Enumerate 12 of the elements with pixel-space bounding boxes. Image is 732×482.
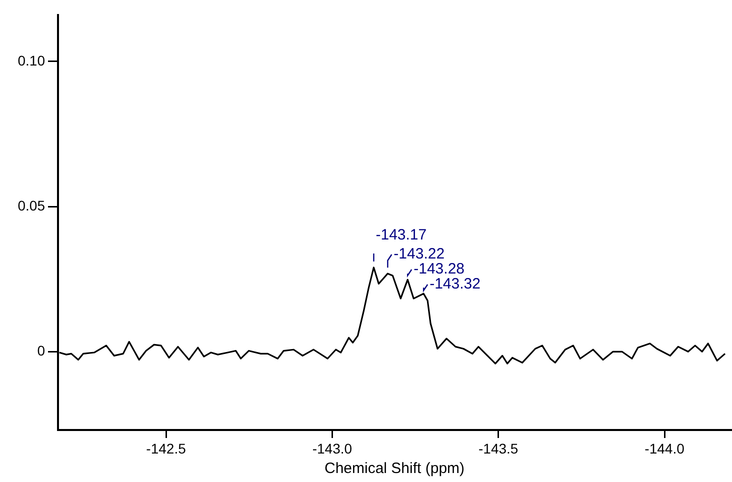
annotation: -143.32 [430, 276, 480, 293]
y-tick-label: 0 [37, 342, 46, 359]
annotation: -143.22 [394, 246, 445, 263]
annotation: -143.28 [414, 260, 465, 278]
x-tick-label: -142.5 [146, 440, 186, 456]
x-axis-title: Chemical Shift (ppm) [324, 460, 465, 478]
annotation: -143.17 [376, 226, 427, 244]
y-tick-label: 0.05 [18, 197, 46, 214]
y-tick-label: 0.10 [18, 52, 46, 68]
x-tick-label: -143.5 [478, 440, 518, 456]
x-tick-label: -143.0 [312, 440, 352, 456]
x-tick-label: -144.0 [644, 440, 685, 456]
